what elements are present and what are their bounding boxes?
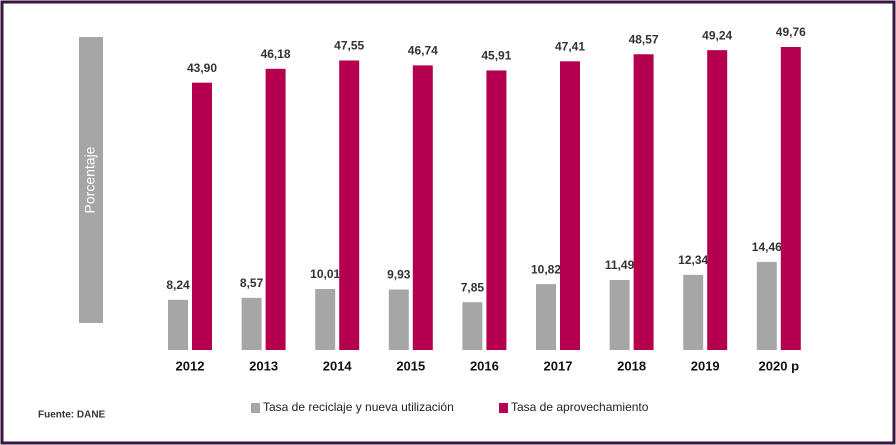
bar (683, 274, 704, 350)
data-label: 47,41 (555, 39, 585, 53)
bar (168, 299, 188, 350)
data-label: 8,57 (240, 276, 264, 290)
bar (241, 297, 262, 350)
x-tick-label: 2014 (323, 358, 353, 373)
bar (462, 302, 483, 350)
bar (265, 68, 286, 350)
data-label: 43,90 (187, 61, 217, 75)
bar (486, 70, 507, 350)
data-label: 10,82 (531, 262, 561, 276)
legend-swatch (251, 403, 260, 413)
data-label: 48,57 (629, 32, 659, 46)
bar (756, 261, 777, 350)
bar (633, 54, 654, 350)
data-label: 49,76 (776, 25, 806, 39)
x-tick-label: 2016 (470, 358, 499, 373)
bar (339, 60, 360, 351)
x-tick-label: 2020 p (759, 358, 800, 373)
bar (536, 284, 556, 350)
data-label: 14,46 (752, 240, 782, 254)
data-label: 46,74 (408, 44, 438, 58)
y-axis-label: Porcentaje (82, 146, 98, 213)
data-label: 7,85 (461, 280, 485, 294)
bar (780, 47, 801, 350)
data-label: 45,91 (481, 49, 511, 63)
legend-swatch (499, 403, 508, 413)
bar (707, 50, 728, 351)
data-label: 49,24 (702, 28, 732, 42)
legend-label: Tasa de aprovechamiento (511, 400, 649, 414)
bar (192, 82, 212, 351)
x-tick-label: 2012 (176, 358, 205, 373)
data-label: 9,93 (387, 268, 411, 282)
bar (388, 289, 409, 350)
legend-label: Tasa de reciclaje y nueva utilización (263, 400, 454, 414)
data-label: 11,49 (605, 258, 635, 272)
x-tick-label: 2015 (396, 358, 425, 373)
x-tick-label: 2017 (544, 358, 573, 373)
data-label: 46,18 (261, 47, 291, 61)
source: Fuente: DANE (38, 410, 106, 421)
data-label: 12,34 (678, 253, 708, 267)
data-label: 10,01 (310, 267, 340, 281)
x-tick-label: 2018 (617, 358, 646, 373)
bar (609, 280, 630, 350)
bar (412, 65, 433, 351)
y-label-box (79, 37, 103, 323)
x-tick-label: 2013 (249, 358, 278, 373)
bar (560, 61, 580, 350)
bar (315, 289, 336, 350)
data-label: 8,24 (166, 278, 190, 292)
x-tick-label: 2019 (691, 358, 720, 373)
data-label: 47,55 (334, 39, 364, 53)
